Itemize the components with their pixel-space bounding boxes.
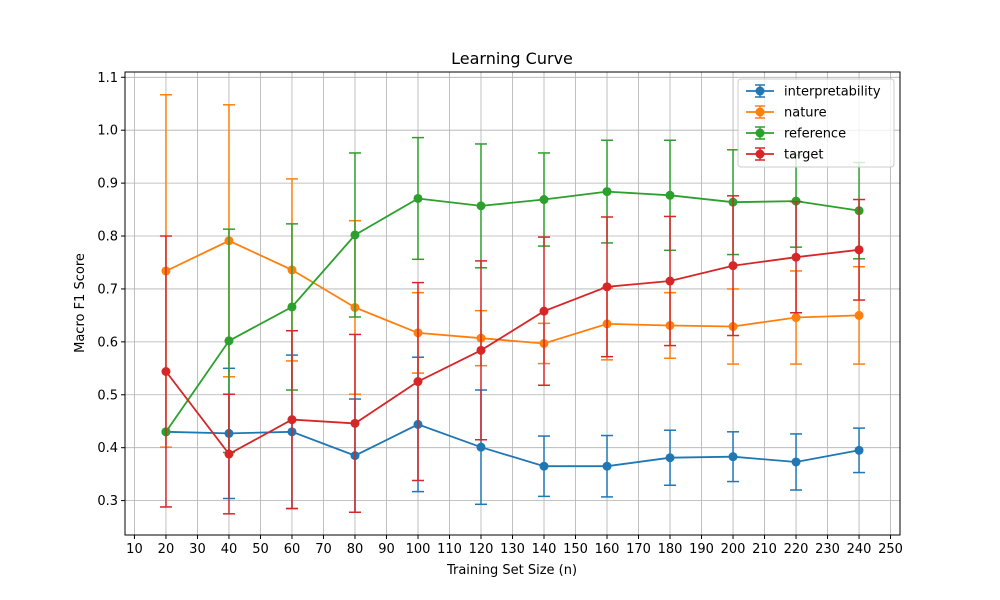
y-tick-label: 0.7 [97,282,118,297]
data-point [665,276,675,286]
x-tick-label: 140 [532,542,557,557]
data-point [665,190,675,200]
y-tick-label: 0.4 [97,441,118,456]
data-point [602,282,612,292]
x-tick-label: 60 [284,542,301,557]
data-point [728,452,738,462]
data-point [413,377,423,387]
x-tick-label: 130 [500,542,525,557]
series-target [159,195,866,515]
legend-label: reference [784,127,846,142]
y-tick-label: 1.0 [97,124,118,139]
x-tick-label: 250 [878,542,903,557]
data-point [224,336,234,346]
data-point [665,453,675,463]
legend-label: interpretability [784,85,881,100]
x-tick-label: 90 [378,542,395,557]
y-tick-label: 0.8 [97,230,118,245]
legend-swatch-marker [755,149,765,159]
y-tick-label: 1.1 [97,71,118,86]
data-point [602,461,612,471]
data-point [791,252,801,262]
legend-swatch-marker [755,86,765,96]
series-line [165,248,860,456]
x-tick-label: 70 [315,542,332,557]
series-line [165,239,860,345]
data-point [791,457,801,467]
legend-swatch-marker [755,107,765,117]
x-tick-label: 80 [347,542,364,557]
data-point [350,418,360,428]
x-tick-label: 120 [469,542,494,557]
legend-label: target [784,148,824,163]
legend-box [737,78,895,168]
data-point [476,345,486,355]
x-axis-ticks: 10 20 30 40 50 60 70 80 90 100 110 120 130 140 150 160 1… [126,535,903,557]
x-tick-label: 40 [221,542,238,557]
x-tick-label: 50 [252,542,269,557]
y-tick-label: 0.6 [97,335,118,350]
x-tick-label: 20 [158,542,175,557]
x-tick-label: 180 [658,542,683,557]
legend-item-nature: nature [746,105,827,121]
legend-item-reference: reference [746,126,846,142]
data-point [854,245,864,255]
data-point [728,261,738,271]
data-point [539,461,549,471]
x-tick-label: 170 [626,542,651,557]
data-point [287,302,297,312]
data-point [602,187,612,197]
x-tick-label: 230 [815,542,840,557]
x-tick-label: 110 [437,542,462,557]
x-tick-label: 150 [563,542,588,557]
data-point [350,230,360,240]
data-point [161,366,171,376]
x-tick-label: 190 [689,542,714,557]
chart-title: Learning Curve [451,49,573,68]
data-point [287,415,297,425]
data-point [539,306,549,316]
data-point [854,310,864,320]
data-point [539,195,549,205]
legend-label: nature [784,106,827,121]
y-tick-label: 0.3 [97,494,118,509]
x-tick-label: 30 [189,542,206,557]
legend-item-target: target [746,147,824,163]
data-point [791,313,801,323]
x-tick-label: 240 [847,542,872,557]
x-tick-label: 220 [784,542,809,557]
data-point [224,449,234,459]
x-tick-label: 200 [721,542,746,557]
x-axis-label: Training Set Size (n) [446,563,577,578]
x-tick-label: 210 [752,542,777,557]
data-point [476,201,486,211]
data-point [413,193,423,203]
y-tick-label: 0.9 [97,177,118,192]
data-point [476,442,486,452]
y-axis-ticks: 0.3 0.4 0.5 0.6 0.7 0.8 0.9 1.0 1.1 [97,71,125,509]
legend: interpretability nature reference target [737,78,895,168]
legend-swatch-marker [755,128,765,138]
x-tick-label: 100 [406,542,431,557]
legend-item-interpretability: interpretability [746,84,881,100]
series-line [165,423,860,468]
y-axis-label: Macro F1 Score [73,253,88,353]
y-tick-label: 0.5 [97,388,118,403]
series-line [165,190,860,433]
x-tick-label: 10 [126,542,143,557]
x-tick-label: 160 [595,542,620,557]
data-point [854,445,864,455]
